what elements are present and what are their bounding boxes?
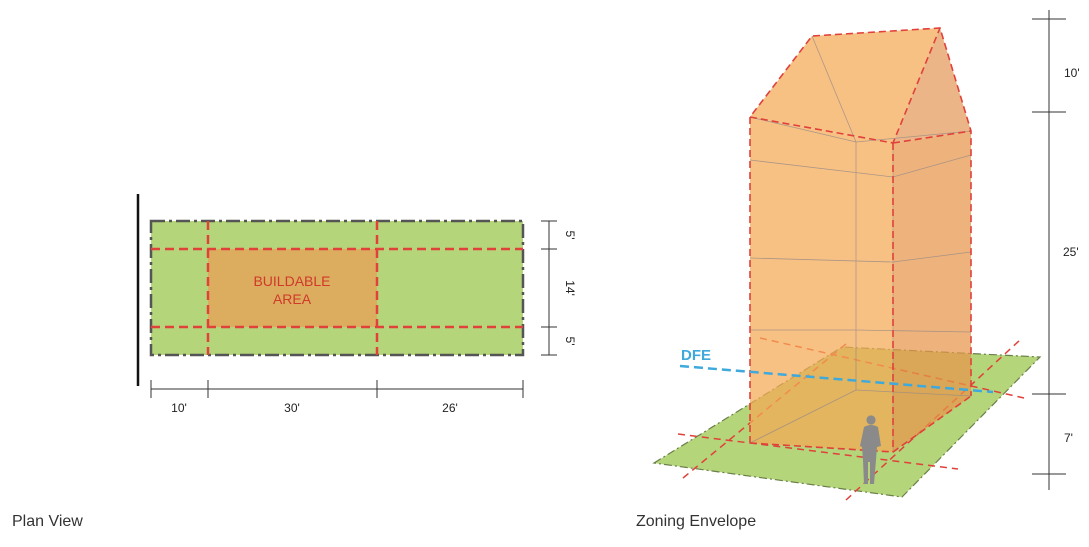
person-silhouette-icon	[860, 415, 881, 484]
dim-side-setback-top: 5'	[563, 231, 577, 240]
envelope-outline	[749, 27, 972, 453]
dim-buildable-depth: 30'	[284, 401, 300, 415]
plan-view: BUILDABLE AREA 10' 30' 26' 5' 14' 5'	[136, 194, 577, 415]
vertical-dimension-line	[541, 220, 557, 356]
height-main: 25'	[1063, 245, 1079, 259]
plan-view-caption: Plan View	[12, 513, 83, 530]
buildable-label-line1: BUILDABLE	[253, 273, 330, 289]
height-roof: 10'	[1064, 66, 1080, 80]
height-scale	[1032, 10, 1066, 490]
dfe-label: DFE	[681, 347, 711, 364]
dfe-line	[679, 364, 994, 394]
zoning-envelope-caption: Zoning Envelope	[636, 513, 757, 530]
envelope-roof-front	[750, 28, 940, 143]
envelope-front-face	[750, 117, 893, 452]
envelope-right-face	[893, 131, 971, 452]
dim-side-setback-bottom: 5'	[563, 337, 577, 346]
zoning-envelope: DFE 10' 25' 7'	[652, 10, 1080, 501]
envelope-roof-right	[893, 28, 971, 143]
buildable-label-line2: AREA	[273, 291, 312, 307]
horizontal-dimension-line	[150, 380, 524, 398]
buildable-area	[208, 249, 377, 327]
dim-setback-front: 10'	[171, 401, 187, 415]
setback-lines	[151, 221, 523, 355]
dim-buildable-width: 14'	[563, 280, 577, 296]
height-dfe: 7'	[1064, 431, 1073, 445]
dim-setback-rear: 26'	[442, 401, 458, 415]
